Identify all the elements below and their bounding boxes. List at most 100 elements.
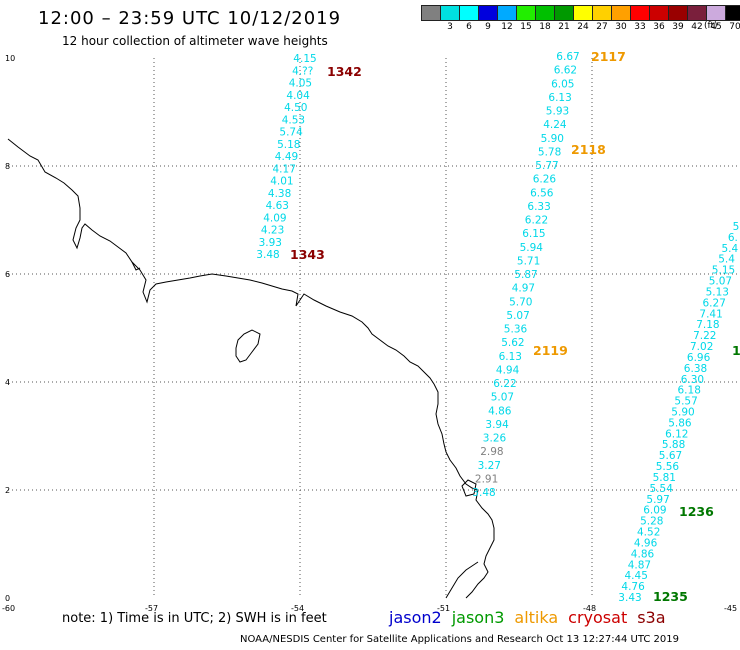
wave-height-value: 5 bbox=[733, 221, 740, 233]
scale-label: 12 bbox=[501, 22, 513, 32]
wave-height-value: 6.96 bbox=[687, 352, 711, 364]
wave-height-value: 4.96 bbox=[634, 537, 658, 549]
scale-swatch: 9 bbox=[478, 5, 498, 32]
wave-height-value: 7.18 bbox=[696, 319, 719, 331]
wave-height-value: 5.97 bbox=[646, 494, 669, 506]
page-subtitle: 12 hour collection of altimeter wave hei… bbox=[62, 34, 328, 48]
wave-height-value: 6.22 bbox=[493, 378, 516, 390]
wave-height-value: 5.81 bbox=[653, 472, 676, 484]
scale-label: 21 bbox=[558, 22, 570, 32]
lon-tick: -54 bbox=[291, 604, 304, 613]
wave-height-value: 6.18 bbox=[678, 385, 701, 397]
color-scale-unit: (ft) bbox=[704, 21, 718, 31]
scale-label: 36 bbox=[653, 22, 665, 32]
legend-altika: altika bbox=[514, 608, 559, 627]
wave-height-value: 4.76 bbox=[621, 581, 645, 593]
credit-line: NOAA/NESDIS Center for Satellite Applica… bbox=[240, 634, 679, 645]
scale-label: 27 bbox=[596, 22, 608, 32]
wave-height-value: 6.33 bbox=[527, 201, 550, 213]
wave-height-value: 7.22 bbox=[693, 330, 716, 342]
wave-height-value: 4.63 bbox=[266, 200, 289, 212]
legend-jason3: jason3 bbox=[451, 608, 505, 627]
scale-swatch: 27 bbox=[592, 5, 612, 32]
wave-height-value: 4.87 bbox=[628, 559, 651, 571]
map-grid bbox=[8, 58, 738, 598]
scale-label: 24 bbox=[577, 22, 589, 32]
footer-note: note: 1) Time is in UTC; 2) SWH is in fe… bbox=[62, 611, 327, 626]
wave-height-value: 6. bbox=[728, 232, 738, 244]
pass-label: 2118 bbox=[571, 142, 606, 157]
wave-height-value: 5.56 bbox=[656, 461, 680, 473]
wave-height-value: 6.22 bbox=[525, 215, 548, 227]
scale-swatch: 70 bbox=[725, 5, 740, 32]
scale-label: 45 bbox=[710, 22, 722, 32]
wave-height-value: 4.04 bbox=[286, 90, 310, 102]
wave-height-value: 6.09 bbox=[643, 505, 666, 517]
wave-height-value: 3.48 bbox=[256, 249, 279, 261]
wave-height-value: 5.4 bbox=[718, 254, 735, 266]
scale-label: 39 bbox=[672, 22, 684, 32]
color-scale: 3 6 9 12 15 18 21 24 27 30 33 36 39 42 45 70 bbox=[421, 5, 740, 32]
wave-height-value: 5.90 bbox=[671, 407, 694, 419]
scale-label: 6 bbox=[466, 22, 472, 32]
lon-tick: -45 bbox=[724, 604, 737, 613]
wave-height-value: 4.38 bbox=[268, 188, 291, 200]
wave-height-value: 5.62 bbox=[501, 337, 524, 349]
pass-label: 1343 bbox=[290, 247, 325, 262]
lon-axis: -60 -57 -54 -51 -48 -45 bbox=[2, 604, 737, 613]
wave-height-value: 7.41 bbox=[699, 308, 722, 320]
wave-height-value: 5.07 bbox=[491, 392, 514, 404]
wave-height-value: 5.87 bbox=[514, 269, 537, 281]
wave-height-value: 5.07 bbox=[506, 310, 529, 322]
wave-height-value: 6.15 bbox=[522, 228, 545, 240]
lat-tick: 2 bbox=[5, 486, 10, 495]
lon-tick: -48 bbox=[583, 604, 596, 613]
wave-height-value: 6.56 bbox=[530, 187, 554, 199]
wave-height-value: 5.67 bbox=[659, 450, 682, 462]
wave-height-value: 4.?? bbox=[292, 65, 313, 77]
wave-height-value: 5.78 bbox=[538, 146, 561, 158]
pass-label: 1 bbox=[732, 343, 740, 358]
wave-height-value: 6.05 bbox=[551, 78, 574, 90]
wave-height-value: 5.71 bbox=[517, 255, 540, 267]
wave-height-value: 3.94 bbox=[485, 419, 509, 431]
wave-height-value: 5.77 bbox=[535, 160, 558, 172]
wave-height-value: 5.4 bbox=[721, 243, 738, 255]
scale-label: 3 bbox=[447, 22, 453, 32]
wave-height-value: 5.54 bbox=[650, 483, 674, 495]
wave-height-value: 4.01 bbox=[270, 176, 293, 188]
wave-height-value: 2.98 bbox=[480, 446, 503, 458]
wave-height-value: 5.74 bbox=[279, 127, 303, 139]
scale-label: 42 bbox=[691, 22, 703, 32]
wave-height-value: 6.67 bbox=[556, 51, 579, 63]
scale-swatch: 24 bbox=[573, 5, 593, 32]
lat-tick: 10 bbox=[5, 54, 15, 63]
wave-height-value: 4.09 bbox=[263, 212, 286, 224]
wave-height-value: 5.07 bbox=[709, 276, 732, 288]
wave-height-value: 4.05 bbox=[289, 78, 312, 90]
wave-height-value: 5.18 bbox=[277, 139, 300, 151]
wave-height-value: 6.26 bbox=[533, 174, 557, 186]
lat-axis: 0 2 4 6 8 10 bbox=[5, 54, 15, 603]
wave-height-value: 6.13 bbox=[548, 92, 571, 104]
wave-height-value: 5.90 bbox=[541, 133, 564, 145]
wave-height-value: 3.26 bbox=[483, 433, 507, 445]
wave-height-value: 4.49 bbox=[275, 151, 298, 163]
wave-height-value: 5.57 bbox=[674, 396, 697, 408]
wave-height-value: 5.94 bbox=[520, 242, 544, 254]
wave-height-value: 6.12 bbox=[665, 428, 688, 440]
wave-height-value: 4.86 bbox=[488, 405, 512, 417]
lat-tick: 4 bbox=[5, 378, 10, 387]
pass-label: 1342 bbox=[327, 64, 362, 79]
lon-tick: -51 bbox=[437, 604, 450, 613]
wave-height-value: 4.23 bbox=[261, 225, 284, 237]
wave-height-value: 2.91 bbox=[475, 473, 498, 485]
wave-height-value: 5.28 bbox=[640, 516, 663, 528]
coastline bbox=[7, 138, 495, 599]
wave-height-value: 5.15 bbox=[712, 265, 735, 277]
wave-height-value: 5.13 bbox=[706, 287, 729, 299]
scale-swatch: 45 bbox=[706, 5, 726, 32]
legend-cryosat: cryosat bbox=[568, 608, 628, 627]
pass-label: 2119 bbox=[533, 343, 568, 358]
wave-height-tracks: 4.154.??4.054.044.504.535.745.184.494.17… bbox=[256, 51, 739, 604]
